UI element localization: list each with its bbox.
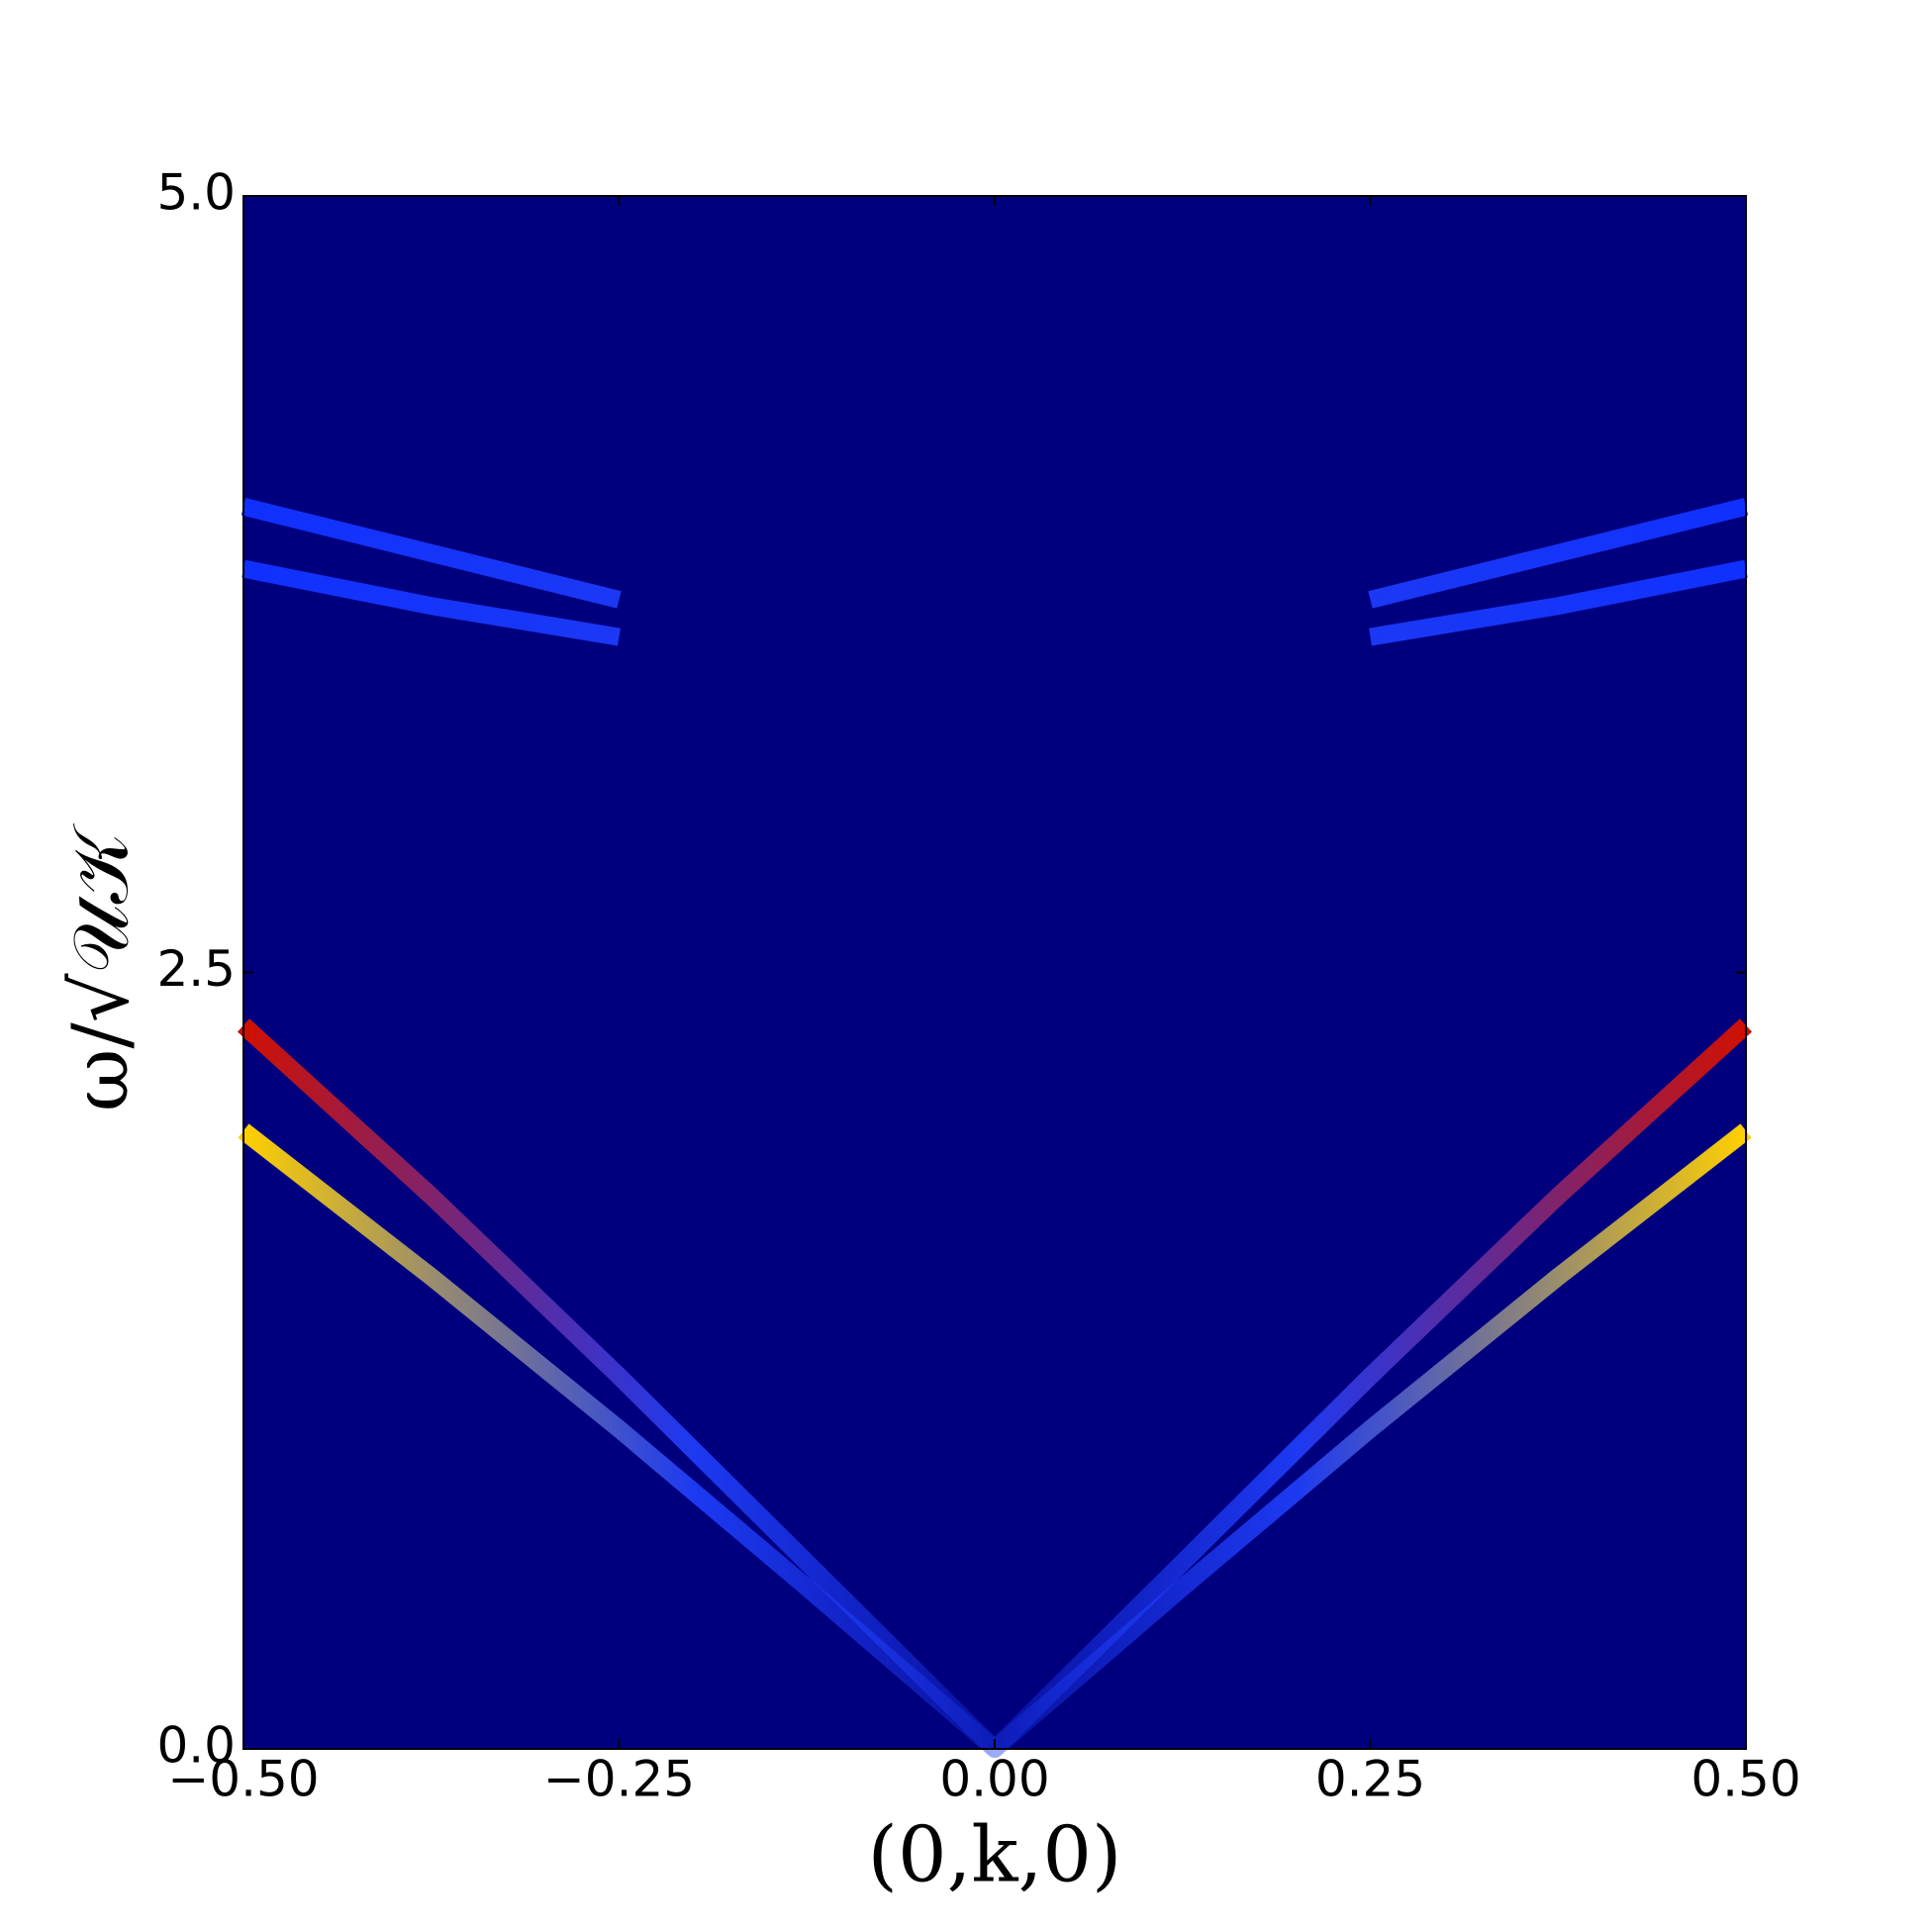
branch bbox=[242, 559, 1748, 646]
x-tick-label: −0.25 bbox=[543, 1751, 695, 1808]
y-tick-label: 0.0 bbox=[156, 1717, 236, 1775]
plot-background bbox=[243, 196, 1746, 1749]
branch bbox=[241, 498, 1749, 609]
x-tick-label: 0.25 bbox=[1315, 1751, 1425, 1808]
plot-frame bbox=[242, 195, 1747, 1750]
y-tick-label: 5.0 bbox=[156, 164, 236, 222]
x-axis-label: (0,k,0) bbox=[868, 1811, 1122, 1900]
y-tick-label: 2.5 bbox=[156, 940, 236, 998]
y-axis-label: ω/√𝒰𝒦 bbox=[57, 822, 146, 1111]
x-tick-label: −0.50 bbox=[167, 1751, 319, 1808]
x-tick-label: 0.00 bbox=[939, 1751, 1049, 1808]
x-tick-label: 0.50 bbox=[1690, 1751, 1800, 1808]
